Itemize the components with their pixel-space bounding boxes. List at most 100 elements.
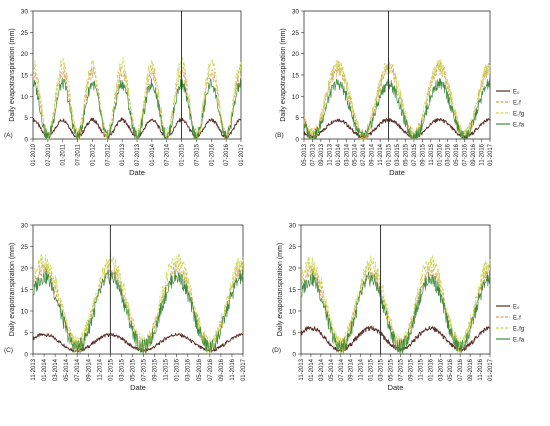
series-line-erfa [303,77,491,140]
legend-label-erfg: E꜀fg [513,327,524,333]
x-tick-label: 07-2011 [76,143,82,165]
x-tick-label: 05-2014 [64,358,70,381]
y-tick-label: 0 [292,352,296,359]
y-tick-label: 20 [21,266,29,273]
chart-panel-c: 0 5 10 15 20 25 30 Daily evapotranspiration (mm… [4,223,247,393]
y-tick-label: 0 [24,352,28,359]
panel-letter: (A) [4,132,13,139]
x-tick-label: 11-2013 [327,143,333,165]
legend-label-erf: E꜀f [513,316,521,322]
x-tick-label: 03-2015 [119,358,125,381]
x-tick-label: 01-2010 [31,143,37,166]
y-tick-label: 30 [289,223,297,230]
x-tick-label: 01-2014 [42,358,48,381]
x-tick-label: 09-2016 [468,358,474,381]
x-tick-label: 11-2014 [97,358,103,380]
y-tick-label: 30 [21,223,29,230]
y-tick-label: 20 [289,266,297,273]
x-tick-label: 07-2014 [361,143,367,166]
y-tick-label: 10 [292,94,300,101]
x-tick-label: 07-2016 [208,358,214,381]
x-tick-label: 11-2015 [429,143,435,165]
x-tick-label: 01-2014 [309,358,315,381]
legend-label-e0: E₀ [513,90,520,96]
x-tick-label: 09-2016 [219,358,225,381]
x-tick-label: 07-2016 [224,143,230,166]
y-tick-label: 10 [21,94,29,101]
y-axis-label: Daily evapotranspiration (mm) [9,243,16,336]
y-tick-label: 0 [24,137,28,144]
x-tick-label: 07-2015 [398,358,404,381]
x-tick-label: 05-2015 [403,143,409,166]
x-tick-label: 05-2013 [302,143,308,166]
x-tick-label: 01-2014 [150,143,156,166]
y-tick-label: 5 [24,330,28,337]
x-tick-label: 07-2013 [310,143,316,166]
x-tick-label: 03-2016 [186,358,192,381]
x-tick-label: 11-2014 [359,358,365,380]
y-tick-label: 10 [21,309,29,316]
x-axis-label: Date [388,383,404,392]
series-line-erfa [300,271,491,355]
panel-letter: (C) [4,347,13,354]
x-tick-label: 05-2015 [389,358,395,381]
x-tick-label: 09-2016 [471,143,477,166]
x-tick-label: 03-2016 [446,143,452,166]
x-tick-label: 11-2014 [378,143,384,165]
x-tick-label: 07-2015 [194,143,200,166]
x-tick-label: 11-2015 [418,358,424,380]
x-tick-label: 07-2012 [105,143,111,166]
x-tick-label: 07-2016 [458,358,464,381]
y-axis-label: Daily evapotranspiration (mm) [9,28,16,121]
y-tick-label: 15 [289,287,297,294]
y-tick-label: 15 [21,287,29,294]
x-tick-label: 01-2013 [120,143,126,166]
y-tick-label: 30 [292,9,300,16]
x-tick-label: 03-2015 [395,143,401,166]
x-tick-label: 11-2016 [478,358,484,380]
x-tick-label: 01-2015 [180,143,186,166]
y-tick-label: 15 [292,73,300,80]
x-tick-label: 01-2011 [61,143,67,165]
legend-label-erfa: E꜀fa [513,123,525,129]
y-tick-label: 25 [289,244,297,251]
x-tick-label: 01-2016 [437,143,443,166]
y-tick-label: 25 [21,30,29,37]
x-axis-label: Date [129,168,145,177]
x-tick-label: 09-2014 [349,358,355,381]
y-tick-label: 25 [21,244,29,251]
x-tick-label: 03-2014 [53,358,59,381]
x-tick-label: 05-2016 [448,358,454,381]
x-tick-label: 01-2016 [175,358,181,381]
x-tick-label: 05-2016 [197,358,203,381]
legend: E₀ E꜀f E꜀fg E꜀fa [496,90,525,129]
x-tick-label: 09-2015 [153,358,159,381]
chart-panel-b: 0 5 10 15 20 25 30 Daily evapotranspiration (mm… [275,9,525,178]
x-tick-label: 05-2014 [329,358,335,381]
series-line-erfg [303,59,491,140]
x-tick-label: 01-2016 [209,143,215,166]
x-tick-label: 07-2015 [412,143,418,166]
x-axis-label: Date [389,168,405,177]
x-tick-label: 09-2013 [319,143,325,166]
x-tick-label: 07-2014 [165,143,171,166]
series-line-erfg [300,255,491,354]
x-tick-label: 07-2015 [142,358,148,381]
y-tick-label: 20 [21,51,29,58]
y-axis-label: Daily evapotranspiration (mm) [280,28,287,121]
x-tick-label: 01-2015 [108,358,114,381]
legend-label-erfg: E꜀fg [513,112,524,118]
y-tick-label: 30 [21,9,29,16]
legend-label-erfa: E꜀fa [513,338,525,344]
y-axis-label: Daily evapotranspiration (mm) [277,243,284,336]
chart-panel-d: 0 5 10 15 20 25 30 Daily evapotranspiration (mm… [272,223,525,393]
legend-label-erf: E꜀f [513,101,521,107]
x-tick-label: 09-2015 [420,143,426,166]
x-tick-label: 09-2014 [370,143,376,166]
x-tick-label: 07-2014 [339,358,345,381]
x-tick-label: 01-2017 [488,143,494,166]
x-tick-label: 01-2017 [239,143,245,166]
x-tick-label: 03-2015 [379,358,385,381]
panel-letter: (B) [275,132,284,139]
